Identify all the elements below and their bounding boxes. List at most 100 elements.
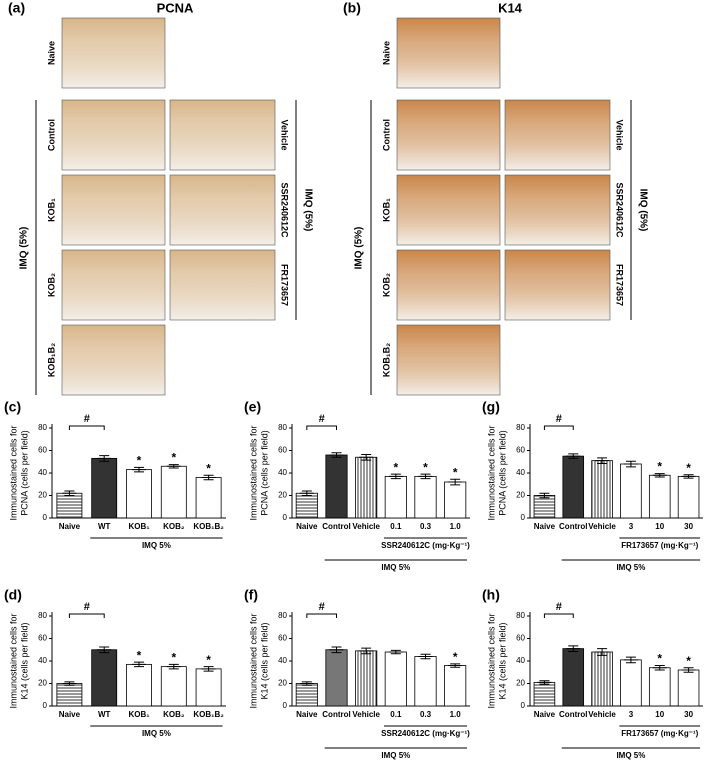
x-tick-label: WT (98, 710, 111, 719)
error-bar (566, 645, 581, 652)
x-tick-label: Control (322, 522, 350, 531)
y-axis-label: K14 (cells per field) (19, 622, 29, 699)
panel-label: (h) (482, 587, 500, 603)
group-label: FR173657 (mg·Kg⁻¹) (621, 729, 698, 738)
error-bar (97, 646, 112, 654)
y-tick-label: 60 (516, 634, 525, 643)
error-bar (388, 649, 403, 655)
significance-star: * (453, 465, 458, 479)
panel-label: (b) (343, 0, 361, 16)
row-label: SSR240612C (615, 182, 625, 238)
bar (295, 492, 318, 519)
error-bar (595, 648, 610, 656)
row-label: FR173657 (280, 264, 290, 306)
significance-label: # (84, 413, 90, 425)
x-tick-label: Naive (534, 710, 556, 719)
y-axis-label: Immunostained cells for (248, 613, 258, 708)
significance-star: * (206, 461, 211, 475)
significance-bracket (68, 613, 105, 618)
y-tick-label: 80 (516, 423, 525, 432)
significance-star: * (453, 650, 458, 664)
bar (126, 469, 152, 519)
y-tick-label: 80 (38, 423, 47, 432)
panel-label: (g) (482, 399, 500, 415)
error-bar (418, 473, 433, 480)
group-label: IMQ (5%) (302, 189, 313, 232)
significance-label: # (556, 601, 562, 613)
error-bar (132, 661, 146, 668)
micrograph (61, 17, 166, 89)
bar (414, 475, 437, 519)
micrograph (504, 174, 611, 246)
significance-bracket (543, 425, 574, 430)
error-bar (97, 455, 112, 462)
y-axis-label: Immunostained cells for (8, 613, 18, 708)
error-bar (681, 474, 696, 479)
significance-star: * (171, 451, 176, 465)
group-label: SSR240612C (mg·Kg⁻¹) (381, 541, 470, 550)
significance-star: * (657, 460, 662, 474)
x-tick-label: KOB₁ (128, 710, 150, 719)
micrograph (61, 99, 166, 171)
x-axis-label: IMQ 5% (381, 563, 410, 572)
bar (355, 456, 378, 519)
y-tick-label: 0 (283, 701, 288, 710)
y-axis-label: PCNA (cells per field) (497, 430, 507, 516)
micrograph (396, 17, 501, 89)
error-bar (418, 653, 433, 660)
bar (620, 463, 642, 519)
x-tick-label: Control (559, 710, 587, 719)
row-label: KOB₁B₂ (46, 343, 56, 377)
y-tick-label: 40 (516, 468, 525, 477)
bar (648, 474, 671, 519)
y-axis-label: Immunostained cells for (248, 425, 258, 520)
bar (355, 650, 378, 707)
x-tick-label: Vehicle (352, 522, 380, 531)
bar (562, 455, 585, 519)
y-tick-label: 20 (278, 491, 287, 500)
x-tick-label: 0.3 (420, 522, 432, 531)
bar (160, 666, 187, 707)
bar (384, 651, 407, 707)
bar (195, 668, 222, 707)
x-axis-label: IMQ 5% (142, 541, 171, 550)
y-tick-label: 40 (516, 656, 525, 665)
row-label: KOB₁B₂ (381, 343, 391, 377)
row-label: KOB₂ (46, 273, 56, 297)
y-tick-label: 80 (516, 611, 525, 620)
x-tick-label: Vehicle (588, 710, 616, 719)
significance-label: # (319, 601, 325, 613)
bar (56, 683, 83, 707)
y-tick-label: 60 (278, 446, 287, 455)
x-tick-label: 1.0 (450, 710, 462, 719)
significance-star: * (423, 460, 428, 474)
x-tick-label: 0.3 (420, 710, 432, 719)
y-tick-label: 60 (38, 446, 47, 455)
error-bar (566, 453, 581, 459)
x-tick-label: Vehicle (352, 710, 380, 719)
y-tick-label: 40 (38, 656, 47, 665)
error-bar (388, 473, 403, 480)
x-tick-label: KOB₁B₂ (193, 710, 224, 719)
significance-star: * (206, 653, 211, 667)
error-bar (201, 666, 216, 672)
error-bar (299, 681, 314, 686)
y-tick-label: 40 (38, 468, 47, 477)
y-tick-label: 20 (516, 491, 525, 500)
x-tick-label: Control (322, 710, 350, 719)
y-axis-label: PCNA (cells per field) (19, 430, 29, 516)
bar (325, 454, 348, 519)
y-tick-label: 40 (278, 468, 287, 477)
x-tick-label: KOB₂ (163, 710, 185, 719)
bar (677, 669, 700, 707)
y-tick-label: 60 (38, 634, 47, 643)
y-tick-label: 20 (38, 491, 47, 500)
bar (677, 475, 700, 519)
micrograph (169, 99, 276, 171)
x-axis-label: IMQ 5% (381, 751, 410, 760)
error-bar (201, 474, 216, 481)
panel-label: (d) (4, 587, 22, 603)
bar (648, 667, 671, 707)
y-tick-label: 20 (516, 679, 525, 688)
error-bar (62, 490, 77, 496)
